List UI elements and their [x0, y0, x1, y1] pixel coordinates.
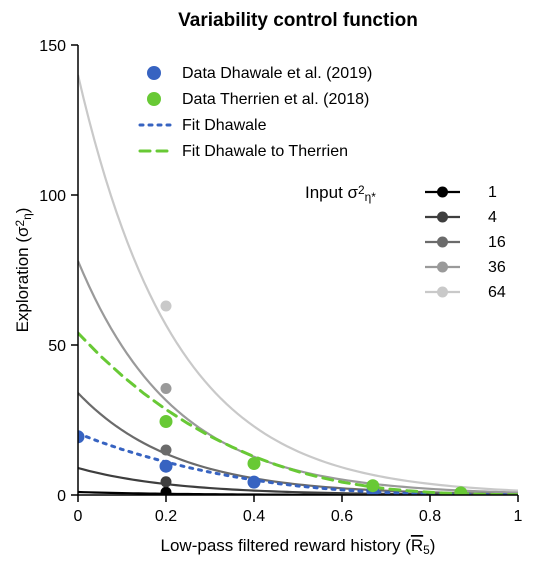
- sigma-marker-4: [161, 301, 172, 312]
- ytick-label: 0: [57, 488, 66, 505]
- chart-title: Variability control function: [178, 10, 418, 31]
- x-axis-label: Low-pass filtered reward history (R5): [161, 536, 436, 557]
- ytick-label: 50: [48, 338, 66, 355]
- sigma-marker-3: [161, 383, 172, 394]
- xtick-label: 0: [74, 508, 83, 525]
- xtick-label: 1: [514, 508, 523, 525]
- legend-marker: [147, 66, 161, 80]
- xtick-label: 0.4: [243, 508, 265, 525]
- legend2-label: 16: [488, 234, 506, 251]
- sigma-marker-1: [161, 476, 172, 487]
- data-marker-therrien-2: [366, 479, 379, 492]
- legend2-marker: [437, 187, 448, 198]
- xtick-label: 0.2: [155, 508, 177, 525]
- sigma-marker-2: [161, 445, 172, 456]
- legend2-label: 1: [488, 184, 497, 201]
- legend2-label: 64: [488, 284, 506, 301]
- legend-marker: [147, 92, 161, 106]
- legend-label: Fit Dhawale to Therrien: [182, 143, 348, 160]
- ytick-label: 100: [39, 188, 66, 205]
- data-marker-therrien-0: [160, 415, 173, 428]
- legend2-marker: [437, 262, 448, 273]
- legend-label: Fit Dhawale: [182, 117, 267, 134]
- legend-label: Data Therrien et al. (2018): [182, 91, 369, 108]
- legend2-label: 36: [488, 259, 506, 276]
- legend2-marker: [437, 212, 448, 223]
- data-marker-dhawale-1: [160, 460, 173, 473]
- xtick-label: 0.8: [419, 508, 441, 525]
- legend2-marker: [437, 287, 448, 298]
- xtick-label: 0.6: [331, 508, 353, 525]
- legend-label: Data Dhawale et al. (2019): [182, 65, 372, 82]
- data-marker-dhawale-2: [248, 476, 261, 489]
- legend2-label: 4: [488, 209, 497, 226]
- legend2-marker: [437, 237, 448, 248]
- ytick-label: 150: [39, 38, 66, 55]
- chart-svg: Variability control function 0 0.2 0.4 0.6 0.…: [0, 0, 551, 580]
- chart-container: Variability control function 0 0.2 0.4 0.6 0.…: [0, 0, 551, 580]
- data-marker-therrien-1: [248, 457, 261, 470]
